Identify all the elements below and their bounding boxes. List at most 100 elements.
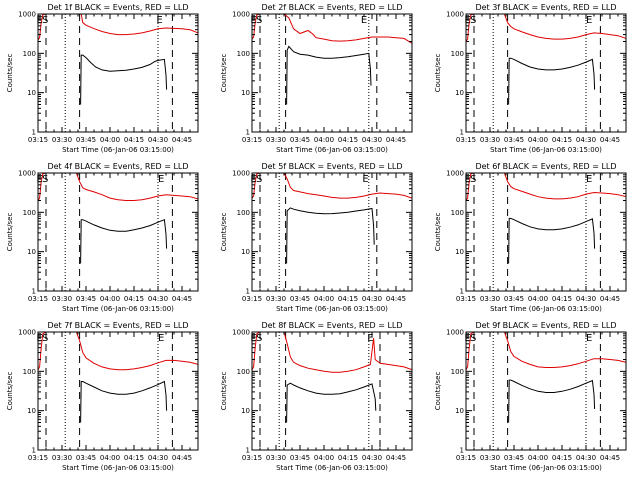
x-axis-label: Start Time (06-Jan-06 03:15:00) — [62, 464, 174, 472]
panel-title: Det 5f BLACK = Events, RED = LLD — [261, 162, 402, 171]
plot-frame — [251, 331, 413, 451]
detector-panel-4: Det 4f BLACK = Events, RED = LLD Counts/s… — [6, 162, 199, 313]
plot-frame — [251, 13, 413, 133]
x-tick-label: 04:00 — [100, 136, 120, 144]
x-tick-label: 04:30 — [148, 136, 168, 144]
x-tick-label: 04:45 — [172, 136, 192, 144]
x-tick-label: 04:15 — [338, 136, 358, 144]
x-tick-label: 04:15 — [338, 295, 358, 303]
x-tick-label: 04:45 — [172, 454, 192, 462]
y-tick-label: 1000 — [446, 11, 464, 19]
x-tick-label: 04:45 — [386, 295, 406, 303]
x-tick-label: 04:30 — [148, 295, 168, 303]
y-tick-label: 10 — [455, 407, 464, 415]
x-tick-label: 03:15 — [456, 454, 476, 462]
x-tick-label: 04:15 — [124, 295, 144, 303]
marker-s: S — [42, 15, 48, 26]
marker-e: E — [250, 15, 256, 26]
y-tick-label: 1000 — [232, 170, 250, 178]
marker-e: E — [586, 174, 592, 185]
x-tick-label: 04:45 — [386, 136, 406, 144]
y-tick-label: 100 — [237, 209, 250, 217]
x-tick-label: 03:30 — [480, 295, 500, 303]
panel-title: Det 6f BLACK = Events, RED = LLD — [475, 162, 616, 171]
x-tick-label: 04:30 — [576, 454, 596, 462]
x-tick-label: 04:15 — [552, 454, 572, 462]
y-axis-label: Counts/sec — [6, 213, 14, 252]
x-tick-label: 03:30 — [480, 136, 500, 144]
detector-panel-7: Det 7f BLACK = Events, RED = LLD Counts/s… — [6, 321, 199, 472]
y-tick-label: 100 — [237, 50, 250, 58]
plot-frame — [251, 172, 413, 292]
marker-e: E — [464, 15, 470, 26]
x-tick-label: 03:45 — [76, 454, 96, 462]
series-lld — [38, 332, 198, 371]
x-tick-label: 04:00 — [528, 295, 548, 303]
marker-s: S — [256, 174, 262, 185]
detector-panel-9: Det 9f BLACK = Events, RED = LLD Counts/s… — [434, 321, 627, 472]
plot-frame — [37, 13, 199, 133]
marker-e: E — [586, 333, 592, 344]
x-axis-label: Start Time (06-Jan-06 03:15:00) — [490, 305, 602, 313]
x-tick-label: 03:45 — [504, 136, 524, 144]
y-tick-label: 100 — [23, 50, 36, 58]
y-tick-label: 1 — [460, 288, 464, 296]
y-tick-label: 1 — [32, 288, 36, 296]
x-tick-label: 04:45 — [600, 295, 620, 303]
marker-e: E — [36, 15, 42, 26]
y-tick-label: 1 — [246, 129, 250, 137]
x-tick-label: 03:15 — [28, 454, 48, 462]
marker-s: S — [470, 174, 476, 185]
marker-e: E — [156, 15, 162, 26]
y-tick-label: 100 — [451, 368, 464, 376]
y-tick-label: 10 — [241, 89, 250, 97]
y-tick-label: 1 — [32, 447, 36, 455]
marker-e: E — [158, 333, 164, 344]
y-tick-label: 1 — [32, 129, 36, 137]
x-tick-label: 03:30 — [52, 136, 72, 144]
x-tick-label: 04:15 — [338, 454, 358, 462]
x-tick-label: 03:45 — [76, 295, 96, 303]
panel-title: Det 9f BLACK = Events, RED = LLD — [475, 321, 616, 330]
y-tick-label: 1000 — [18, 11, 36, 19]
y-tick-label: 1000 — [18, 329, 36, 337]
marker-s: S — [42, 333, 48, 344]
series-lld — [38, 173, 198, 201]
x-tick-label: 04:30 — [362, 136, 382, 144]
y-tick-label: 10 — [455, 248, 464, 256]
marker-e: E — [361, 15, 367, 26]
x-tick-label: 03:30 — [266, 295, 286, 303]
y-axis-label: Counts/sec — [6, 54, 14, 93]
marker-s: S — [470, 333, 476, 344]
x-tick-label: 04:45 — [600, 136, 620, 144]
marker-s: S — [42, 174, 48, 185]
x-tick-label: 04:15 — [124, 136, 144, 144]
detector-panel-1: Det 1f BLACK = Events, RED = LLD Counts/s… — [6, 3, 199, 154]
x-tick-label: 03:30 — [266, 136, 286, 144]
x-tick-label: 04:15 — [552, 136, 572, 144]
y-tick-label: 100 — [451, 50, 464, 58]
x-tick-label: 03:45 — [76, 136, 96, 144]
y-axis-label: Counts/sec — [220, 54, 228, 93]
x-tick-label: 03:30 — [52, 454, 72, 462]
x-axis-label: Start Time (06-Jan-06 03:15:00) — [62, 305, 174, 313]
marker-e: E — [250, 174, 256, 185]
series-events — [286, 382, 377, 423]
x-tick-label: 04:00 — [528, 136, 548, 144]
x-tick-label: 04:45 — [600, 454, 620, 462]
y-tick-label: 10 — [455, 89, 464, 97]
series-events — [508, 379, 596, 423]
x-tick-label: 04:00 — [314, 136, 334, 144]
x-tick-label: 04:30 — [576, 295, 596, 303]
x-tick-label: 04:00 — [100, 454, 120, 462]
x-tick-label: 03:45 — [504, 295, 524, 303]
series-events — [286, 45, 372, 105]
x-tick-label: 03:45 — [290, 454, 310, 462]
x-tick-label: 04:45 — [386, 454, 406, 462]
y-axis-label: Counts/sec — [6, 372, 14, 411]
x-tick-label: 04:30 — [362, 295, 382, 303]
x-tick-label: 04:00 — [100, 295, 120, 303]
y-axis-label: Counts/sec — [434, 213, 442, 252]
x-axis-label: Start Time (06-Jan-06 03:15:00) — [490, 146, 602, 154]
